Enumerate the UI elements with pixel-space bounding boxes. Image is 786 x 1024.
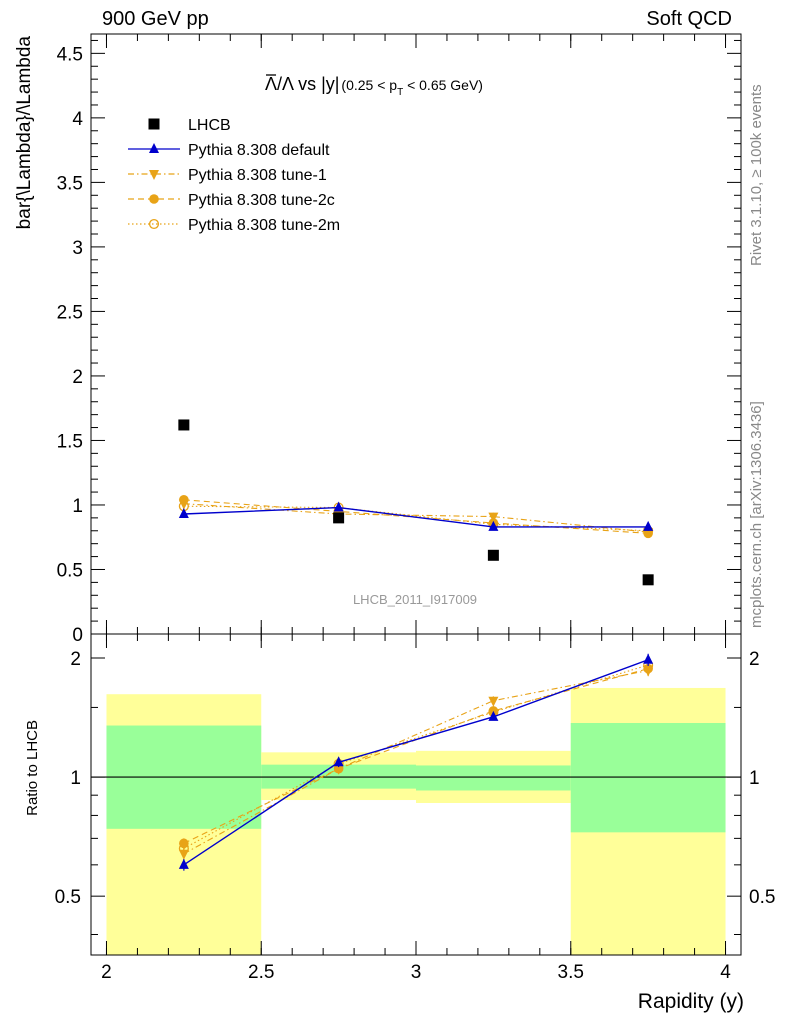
data-point	[333, 501, 344, 512]
main-panel: 0 0.5 1 1.5 2 2.5 3 3.5 4 4.5 LHCB Pythia 8.308 de…	[14, 33, 742, 646]
title-main: /Λ vs |y|	[277, 74, 339, 94]
x-tick-label: 3	[411, 962, 422, 983]
y-tick-label: 0.5	[57, 560, 83, 581]
legend-marker	[149, 170, 159, 180]
uncertainty-band-inner	[416, 765, 571, 791]
series-pythia-8-308-tune-2m	[178, 501, 654, 536]
y-tick-label: 4.5	[57, 44, 83, 65]
legend-label: Pythia 8.308 default	[188, 142, 330, 159]
legend-marker	[148, 118, 160, 130]
y-tick-label: 2	[72, 367, 83, 388]
ratio-point	[643, 666, 654, 677]
lhcb-data-point	[487, 549, 499, 561]
y-tick-label: 0	[72, 625, 83, 646]
data-point	[178, 508, 189, 518]
ratio-point	[643, 653, 654, 664]
data-point	[488, 520, 499, 531]
ratio-line	[183, 659, 649, 866]
lhcb-data-point	[178, 419, 190, 431]
ratio-y-axis-title: Ratio to LHCB	[24, 720, 41, 816]
ratio-point	[178, 849, 189, 860]
x-tick-label: 2	[101, 962, 112, 983]
data-point	[178, 499, 189, 510]
ratio-y-tick-label: 1	[70, 768, 81, 789]
legend-label: Pythia 8.308 tune-2c	[188, 192, 335, 209]
x-tick-label: 2.5	[248, 962, 274, 983]
ratio-y-tick-label-right: 2	[749, 649, 760, 670]
title-subrange: (0.25 < pT < 0.65 GeV)	[341, 77, 483, 98]
legend-entry: Pythia 8.308 tune-1	[128, 167, 327, 184]
ratio-point	[179, 838, 189, 849]
lhcb-data-point	[333, 512, 345, 524]
y-axis-title: bar{\Lambda}/\Lambda	[14, 36, 35, 230]
series-line	[183, 506, 649, 528]
legend-marker	[149, 143, 159, 153]
title-lambda-bar: Λ	[265, 74, 277, 94]
ratio-y-tick-label: 0.5	[55, 887, 81, 908]
series-line	[183, 503, 649, 533]
ratio-point	[333, 764, 344, 775]
header-right-label: Soft QCD	[646, 8, 732, 30]
legend-entry: Pythia 8.308 default	[128, 142, 330, 159]
x-tick-label: 3.5	[558, 962, 584, 983]
ratio-point	[178, 858, 189, 869]
data-point	[488, 512, 499, 523]
series-line	[183, 505, 649, 532]
y-tick-label: 2.5	[57, 302, 83, 323]
legend-label: Pythia 8.308 tune-1	[188, 167, 327, 184]
chart-title: Λ/Λ vs |y| (0.25 < pT < 0.65 GeV)	[265, 74, 483, 98]
legend-label: Pythia 8.308 tune-2m	[188, 217, 340, 234]
legend-entry: LHCB	[148, 117, 231, 134]
legend-entry: Pythia 8.308 tune-2m	[128, 217, 340, 234]
y-tick-label: 1.5	[57, 431, 83, 452]
y-tick-label: 4	[72, 109, 83, 130]
series-pythia-8-308-default	[178, 501, 654, 531]
legend-label: LHCB	[188, 117, 231, 134]
legend-marker	[148, 218, 160, 230]
ratio-point	[488, 696, 499, 707]
y-tick-label: 1	[72, 496, 83, 517]
series-pythia-8-308-tune-1	[178, 499, 654, 539]
ratio-y-tick-label: 2	[70, 649, 81, 670]
legend-entry: Pythia 8.308 tune-2c	[128, 192, 335, 209]
analysis-watermark: LHCB_2011_I917009	[353, 592, 477, 607]
x-axis-title: Rapidity (y)	[638, 990, 744, 1013]
ratio-series-pythia-8-308-default	[178, 653, 654, 871]
y-tick-label: 3	[72, 238, 83, 259]
ratio-y-tick-label-right: 1	[749, 768, 760, 789]
header-left-label: 900 GeV pp	[102, 8, 209, 30]
x-tick-label: 4	[720, 962, 731, 983]
ratio-panel: 2 2.5 3 3.5 4 0.5 0.5 1 1 2 2 Ratio to LHCB Rapidi…	[24, 633, 775, 1013]
ratio-point	[333, 756, 344, 767]
legend-marker	[149, 194, 159, 204]
ratio-y-tick-label-right: 0.5	[749, 887, 775, 908]
data-point	[643, 520, 654, 531]
ratio-line	[183, 669, 649, 855]
y-tick-label: 3.5	[57, 173, 83, 194]
ratio-point	[488, 710, 499, 721]
lhcb-data-point	[642, 574, 654, 586]
